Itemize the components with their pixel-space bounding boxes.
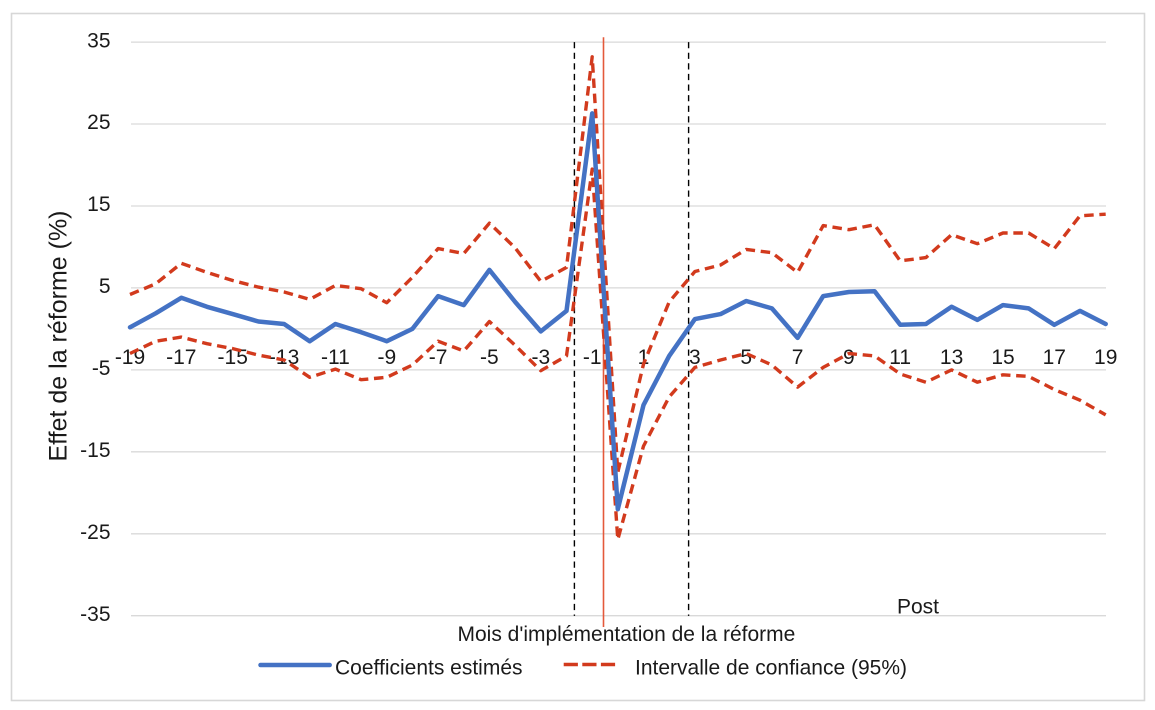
svg-text:19: 19: [1094, 346, 1117, 369]
svg-text:Intervalle de confiance (95%): Intervalle de confiance (95%): [635, 657, 907, 680]
svg-text:15: 15: [87, 193, 110, 216]
svg-text:Mois d'implémentation de la ré: Mois d'implémentation de la réforme: [457, 623, 795, 646]
svg-text:7: 7: [792, 346, 804, 369]
svg-text:-5: -5: [480, 346, 499, 369]
svg-text:1: 1: [638, 346, 650, 369]
svg-text:35: 35: [87, 29, 110, 52]
svg-text:-9: -9: [377, 346, 396, 369]
svg-text:5: 5: [99, 275, 111, 298]
svg-text:15: 15: [991, 346, 1014, 369]
svg-text:-19: -19: [115, 346, 145, 369]
svg-text:11: 11: [889, 346, 911, 369]
svg-text:Post: Post: [897, 595, 939, 618]
svg-text:-15: -15: [80, 439, 110, 462]
svg-text:-11: -11: [321, 346, 350, 369]
svg-text:-25: -25: [80, 521, 110, 544]
svg-text:-5: -5: [92, 357, 111, 380]
svg-text:Coefficients estimés: Coefficients estimés: [335, 657, 523, 680]
svg-text:-35: -35: [80, 603, 110, 626]
svg-text:-7: -7: [429, 346, 448, 369]
svg-text:25: 25: [87, 111, 110, 134]
svg-text:13: 13: [940, 346, 963, 369]
svg-text:5: 5: [740, 346, 752, 369]
svg-text:Effet de la réforme (%): Effet de la réforme (%): [45, 210, 73, 461]
svg-text:9: 9: [843, 346, 855, 369]
svg-text:-1: -1: [583, 346, 602, 369]
svg-text:-17: -17: [166, 346, 196, 369]
svg-text:-3: -3: [531, 346, 550, 369]
svg-text:3: 3: [689, 346, 701, 369]
svg-text:17: 17: [1043, 346, 1066, 369]
